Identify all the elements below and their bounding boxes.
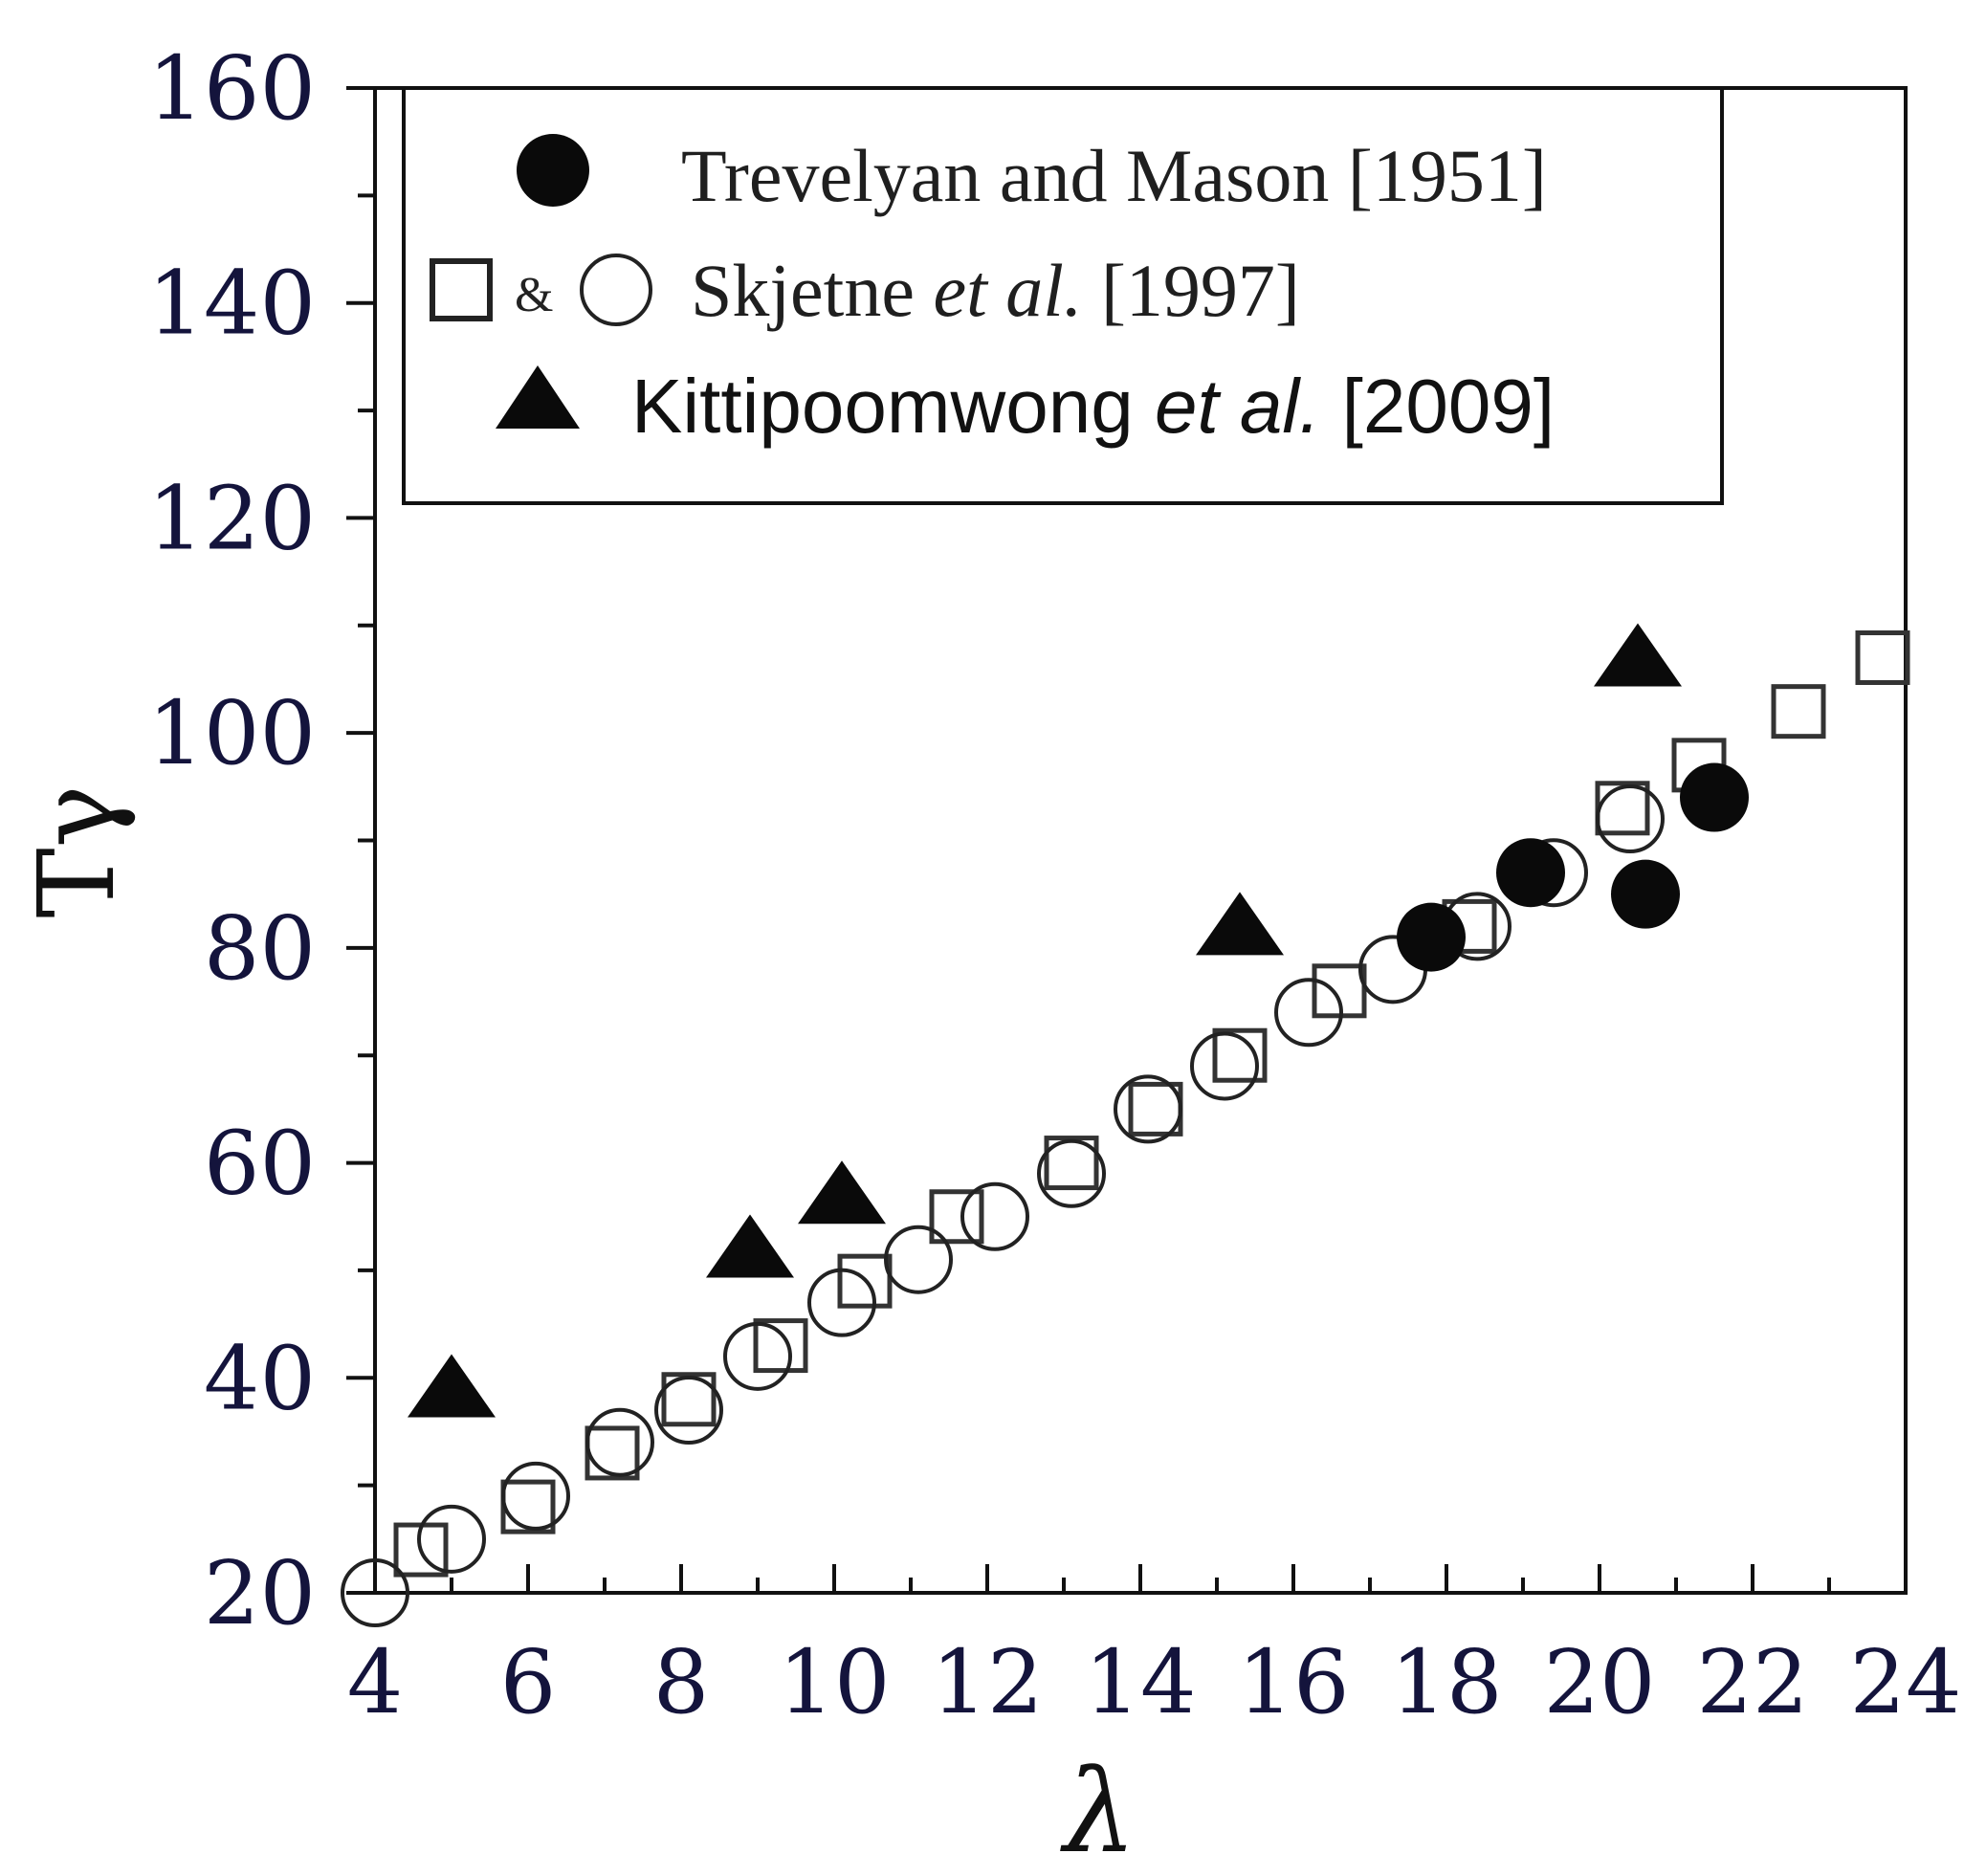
data-point-open-circle (341, 1558, 409, 1627)
x-tick-label: 16 (1237, 1631, 1349, 1733)
data-point-open-circle (1274, 978, 1343, 1048)
data-point-open-square (500, 1479, 556, 1534)
y-tick-label: 140 (147, 253, 316, 355)
axis-ticks (346, 86, 1908, 1595)
data-point-open-circle (960, 1181, 1029, 1251)
legend-marker-filled-circle (517, 134, 589, 207)
data-point-open-circle (1037, 1138, 1106, 1208)
legend-marker-open-square (430, 258, 493, 321)
data-point-open-square (1855, 629, 1910, 685)
data-point-filled-triangle (408, 1354, 496, 1418)
data-marks (341, 623, 1910, 1627)
data-point-open-square (1771, 684, 1826, 739)
data-point-open-circle (1596, 784, 1665, 854)
data-point-filled-circle (1496, 838, 1565, 908)
x-tick-label: 24 (1849, 1631, 1961, 1733)
data-point-filled-circle (1680, 762, 1749, 832)
data-point-open-circle (585, 1407, 654, 1477)
data-point-open-square (1595, 781, 1650, 836)
legend-label-trevelyan: Trevelyan and Mason [1951] (681, 134, 1547, 217)
x-tick-label: 4 (347, 1631, 404, 1733)
data-point-open-circle (884, 1225, 953, 1294)
data-point-filled-triangle (1196, 892, 1284, 956)
x-axis-title: λ (1060, 1746, 1136, 1876)
data-point-open-square (585, 1425, 640, 1481)
data-point-open-square (1128, 1081, 1183, 1137)
data-point-open-square (837, 1253, 893, 1309)
legend: Trevelyan and Mason [1951] & Skjetne et … (402, 86, 1724, 505)
legend-label-kittipoomwong: Kittipoomwong et al. [2009] (631, 364, 1555, 449)
data-point-filled-triangle (706, 1214, 794, 1278)
data-point-open-square (753, 1318, 808, 1374)
y-tick-label: 100 (147, 682, 316, 784)
y-tick-label: 160 (147, 37, 316, 140)
data-point-open-circle (1114, 1074, 1182, 1144)
legend-kittipoomwong-etal: et al. (1155, 364, 1320, 449)
x-tick-label: 6 (500, 1631, 557, 1733)
data-point-open-square (661, 1372, 717, 1427)
legend-skjetne-name: Skjetne (691, 249, 933, 332)
y-tick-label: 80 (204, 897, 316, 1000)
data-point-open-square (929, 1189, 984, 1245)
x-tick-label: 20 (1543, 1631, 1655, 1733)
data-point-open-circle (1190, 1031, 1259, 1101)
data-point-open-square (1212, 1027, 1268, 1083)
data-point-filled-triangle (1594, 623, 1682, 687)
data-point-open-circle (417, 1504, 486, 1574)
legend-kittipoomwong-ref: [2009] (1320, 364, 1555, 449)
data-point-filled-circle (1397, 902, 1466, 972)
y-tick-label: 20 (204, 1542, 316, 1644)
x-tick-label: 8 (653, 1631, 710, 1733)
data-point-filled-triangle (798, 1160, 886, 1225)
x-tick-label: 22 (1696, 1631, 1808, 1733)
legend-marker-open-circle (580, 254, 652, 326)
data-point-open-circle (807, 1268, 876, 1337)
legend-ampersand: & (515, 268, 553, 322)
data-point-open-circle (654, 1375, 723, 1445)
legend-marker-filled-triangle (496, 365, 580, 429)
x-tick-label: 14 (1084, 1631, 1196, 1733)
y-tick-label: 120 (147, 467, 316, 569)
data-point-filled-circle (1611, 859, 1680, 929)
data-point-open-circle (723, 1321, 792, 1391)
x-tick-label: 10 (778, 1631, 890, 1733)
axis-tick-labels: 4 6 8 10 12 14 16 18 20 22 24 20 40 60 80 100 120 140 160 (147, 37, 1961, 1733)
y-tick-label: 40 (204, 1327, 316, 1429)
legend-kittipoomwong-name: Kittipoomwong (631, 364, 1155, 449)
y-axis-title: Tγ (15, 784, 138, 917)
data-point-open-circle (501, 1461, 570, 1531)
legend-box (402, 86, 1724, 505)
data-point-open-square (1044, 1136, 1099, 1191)
legend-skjetne-ref: [1997] (1082, 249, 1299, 332)
legend-skjetne-etal: et al. (933, 249, 1082, 332)
x-tick-label: 12 (931, 1631, 1043, 1733)
x-tick-label: 18 (1390, 1631, 1502, 1733)
legend-label-skjetne: Skjetne et al. [1997] (691, 249, 1300, 332)
y-tick-label: 60 (204, 1113, 316, 1215)
